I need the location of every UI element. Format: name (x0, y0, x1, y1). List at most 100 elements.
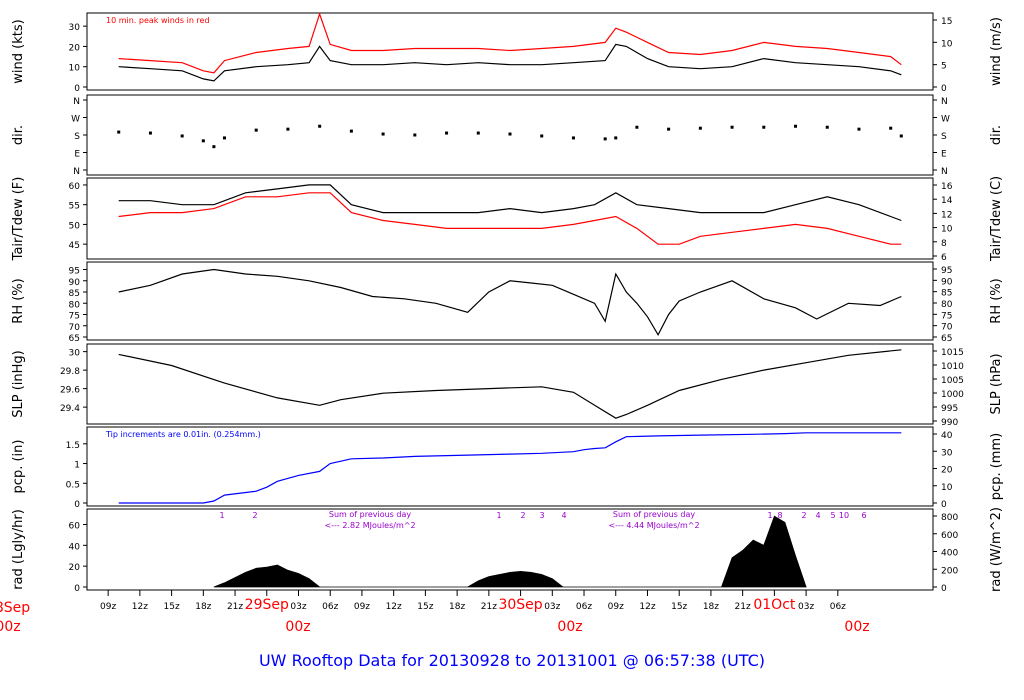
panel-frame (86, 508, 934, 591)
y-tick-label: 75 (69, 312, 80, 322)
panel-radiation: rad (Lgly/hr) rad (W/m^2)0204060020040060… (11, 507, 1004, 594)
y-tick-label: 29.4 (60, 404, 80, 414)
data-point (762, 125, 766, 129)
x-tick-label: 09z (354, 602, 370, 612)
series-line (118, 184, 902, 222)
y-tick-label-right: 0 (941, 584, 947, 594)
y-tick-label-right: 12 (941, 210, 952, 220)
x-tick-label: 06z (322, 602, 338, 612)
y-tick-label-right: 65 (941, 334, 952, 344)
series-line (118, 43, 902, 82)
y-tick-label-right: N (941, 97, 948, 107)
y-axis-label: wind (kts) (11, 19, 26, 83)
y-tick-label-right: 16 (941, 182, 953, 192)
radiation-marker-label: 2 (801, 511, 806, 520)
radiation-sum-value: <--- 2.82 MJoules/m^2 (324, 521, 415, 530)
radiation-marker-label: 1 (496, 511, 501, 520)
y-axis-label: pcp. (in) (11, 440, 26, 494)
y-tick-label-right: 8 (941, 239, 947, 249)
y-tick-label-right: 6 (941, 253, 947, 263)
y-tick-label: 30 (69, 23, 81, 33)
y-tick-label-right: 85 (941, 289, 952, 299)
data-point (254, 128, 258, 132)
y-tick-label-right: W (941, 115, 950, 125)
y-tick-label: 20 (69, 563, 81, 573)
radiation-marker-label: 1 (219, 511, 224, 520)
y-tick-label: N (73, 167, 80, 177)
x-tick-label: 03z (290, 602, 306, 612)
x-tick-label: 15z (417, 602, 433, 612)
y-tick-label: 90 (69, 278, 81, 288)
x-tick-label: 09z (608, 602, 624, 612)
radiation-marker-label: 5 (830, 511, 835, 520)
series-line (118, 349, 902, 419)
y-tick-label-right: 200 (941, 566, 958, 576)
data-point (730, 125, 734, 129)
data-point (349, 129, 353, 133)
panel-frame (86, 343, 934, 425)
data-point (603, 137, 607, 141)
y-tick-label-right: S (941, 132, 947, 142)
data-point (318, 124, 322, 128)
y-tick-label-right: 5 (941, 62, 947, 72)
radiation-marker-label: 1 (767, 511, 772, 520)
x-tick-label: 06z (830, 602, 846, 612)
x-tick-label: 21z (735, 602, 751, 612)
y-tick-label-right: 1010 (941, 362, 964, 372)
y-tick-label-right: E (941, 150, 947, 160)
y-tick-label: 70 (69, 323, 81, 333)
y-axis-label: RH (%) (11, 278, 26, 323)
y-tick-label: 29.6 (60, 386, 80, 396)
y-tick-label: 1.5 (66, 441, 80, 451)
series-line (118, 432, 902, 504)
y-axis-label: Tair/Tdew (F) (11, 177, 26, 262)
x-date-hour-label: 00z (285, 619, 310, 635)
y-tick-label-right: 800 (941, 513, 958, 523)
radiation-marker-label: 8 (777, 511, 782, 520)
x-tick-label: 18z (449, 602, 465, 612)
data-point (571, 136, 575, 140)
y-axis-label-right: dir. (989, 125, 1004, 145)
panel-direction: dir. dir.N NE ES SW WN N (11, 94, 1004, 177)
panel-annotation: 10 min. peak winds in red (106, 16, 210, 25)
y-tick-label-right: 20 (941, 466, 953, 476)
y-tick-label: 30 (69, 349, 81, 359)
y-tick-label: 60 (69, 522, 81, 532)
radiation-sum-label: Sum of previous day (329, 510, 411, 519)
data-point (794, 124, 798, 128)
panel-frame (86, 261, 934, 341)
y-tick-label: 0.5 (66, 480, 80, 490)
y-tick-label: E (74, 150, 80, 160)
x-tick-label: 09z (100, 602, 116, 612)
y-tick-label: 80 (69, 300, 81, 310)
x-tick-label: 06z (576, 602, 592, 612)
y-axis-label-right: rad (W/m^2) (989, 507, 1004, 592)
series-line (118, 192, 902, 245)
y-tick-label: 1 (74, 461, 80, 471)
y-tick-label-right: 95 (941, 266, 952, 276)
data-point (212, 145, 216, 149)
y-tick-label-right: 400 (941, 549, 958, 559)
y-tick-label: W (71, 115, 80, 125)
y-axis-label-right: SLP (hPa) (989, 353, 1004, 414)
y-tick-label: 10 (69, 64, 81, 74)
y-tick-label-right: 995 (941, 404, 958, 414)
y-tick-label-right: 30 (941, 448, 953, 458)
panel-frame (86, 12, 934, 91)
y-tick-label-right: 90 (941, 277, 953, 287)
data-point (201, 139, 205, 143)
y-axis-label-right: RH (%) (989, 278, 1004, 323)
x-tick-label: 18z (195, 602, 211, 612)
radiation-marker-label: 2 (520, 511, 525, 520)
y-tick-label: 60 (69, 182, 81, 192)
panel-frame (86, 177, 934, 260)
data-point (889, 126, 893, 130)
y-tick-label-right: 70 (941, 323, 953, 333)
x-date-label: 28Sep (0, 600, 30, 616)
y-tick-label-right: 600 (941, 531, 958, 541)
data-point (508, 132, 512, 136)
data-point (825, 125, 829, 129)
y-tick-label: 0 (74, 584, 80, 594)
data-point (540, 134, 544, 138)
x-date-hour-label: 00z (844, 619, 869, 635)
